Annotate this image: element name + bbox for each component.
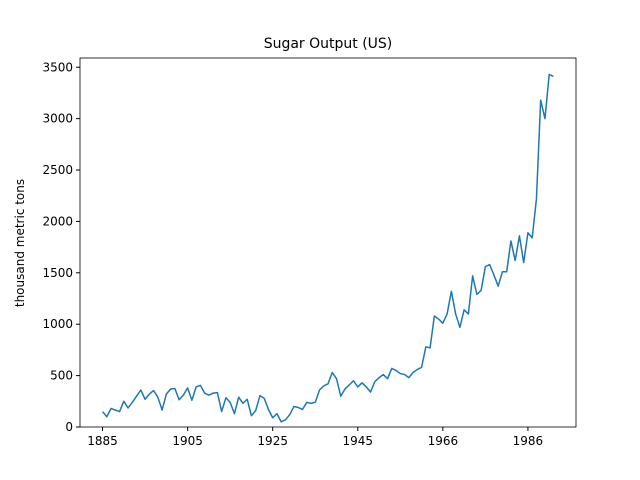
data-line xyxy=(101,73,554,423)
chart-title: Sugar Output (US) xyxy=(264,36,393,52)
x-tick-label: 1945 xyxy=(343,434,374,448)
y-tick-label: 500 xyxy=(50,369,73,383)
y-tick-label: 2000 xyxy=(42,214,73,228)
y-axis-label: thousand metric tons xyxy=(13,179,27,307)
x-tick-label: 1966 xyxy=(428,434,459,448)
x-tick-label: 1885 xyxy=(87,434,118,448)
y-tick-label: 3000 xyxy=(42,112,73,126)
x-tick-label: 1925 xyxy=(257,434,288,448)
plot-frame xyxy=(79,57,577,428)
y-tick-label: 0 xyxy=(65,420,73,434)
x-tick-label: 1986 xyxy=(513,434,544,448)
y-tick-label: 3500 xyxy=(42,60,73,74)
x-tick-label: 1905 xyxy=(172,434,203,448)
y-tick-label: 2500 xyxy=(42,163,73,177)
y-tick-label: 1500 xyxy=(42,266,73,280)
y-tick-label: 1000 xyxy=(42,317,73,331)
